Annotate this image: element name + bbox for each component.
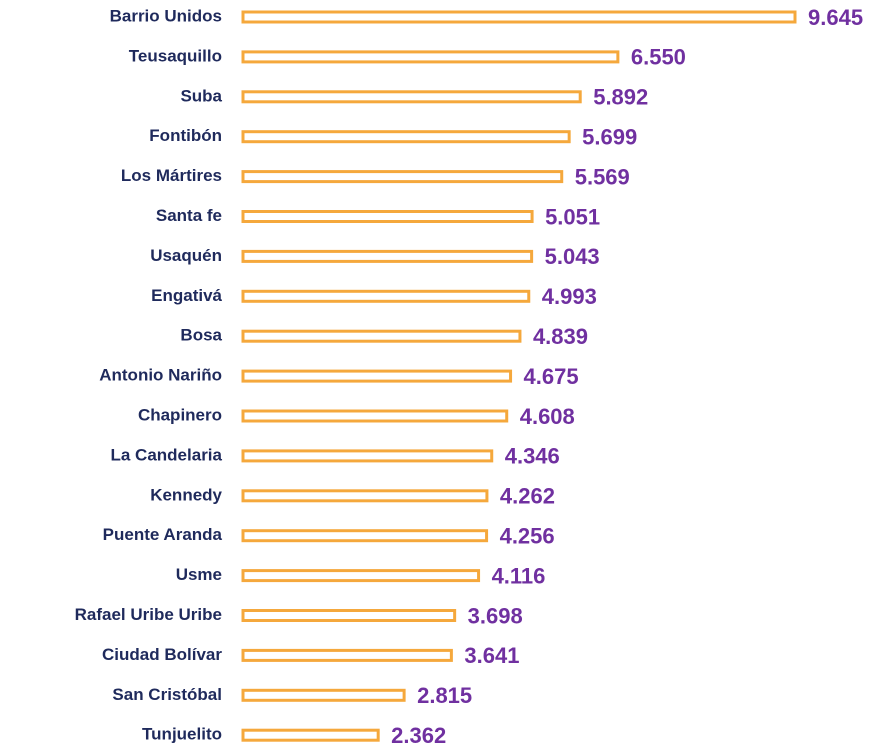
value-label: 4.993	[542, 284, 597, 309]
bar	[241, 728, 380, 742]
value-label: 2.815	[417, 683, 472, 708]
category-label: Rafael Uribe Uribe	[75, 605, 222, 624]
bar	[241, 170, 564, 184]
value-label: 5.569	[575, 164, 630, 189]
category-label: Santa fe	[156, 206, 222, 225]
value-label: 3.641	[464, 643, 519, 668]
bar	[241, 289, 531, 303]
category-label: Ciudad Bolívar	[102, 645, 222, 664]
bar	[241, 90, 582, 104]
bar	[241, 210, 534, 223]
bar	[241, 688, 406, 702]
value-label: 5.699	[582, 125, 637, 150]
value-label: 4.608	[520, 404, 575, 429]
bar	[241, 609, 457, 622]
value-label: 4.675	[524, 364, 579, 389]
value-label: 4.262	[500, 484, 555, 509]
category-label: Puente Aranda	[103, 525, 223, 544]
bar	[241, 648, 453, 662]
category-label: Los Mártires	[121, 166, 222, 185]
value-label: 2.362	[391, 723, 446, 748]
category-label: La Candelaria	[111, 445, 223, 464]
category-label: Fontibón	[149, 126, 222, 145]
category-label: Usaquén	[150, 246, 222, 265]
value-label: 6.550	[631, 45, 686, 70]
value-label: 4.839	[533, 324, 588, 349]
category-label: Kennedy	[150, 485, 222, 504]
value-label: 4.116	[492, 563, 546, 588]
category-label: Suba	[180, 86, 222, 105]
bar	[241, 369, 513, 383]
value-label: 4.256	[500, 524, 555, 549]
category-label: Engativá	[151, 286, 222, 305]
category-label: Chapinero	[138, 405, 222, 424]
bar	[241, 409, 509, 423]
category-label: San Cristóbal	[112, 685, 222, 704]
value-label: 5.043	[545, 244, 600, 269]
bar	[241, 529, 489, 543]
value-label: 9.645	[808, 5, 863, 30]
category-label: Usme	[176, 565, 222, 584]
value-label: 5.892	[593, 85, 648, 110]
category-label: Barrio Unidos	[110, 6, 222, 25]
bar	[241, 489, 489, 503]
category-label: Teusaquillo	[129, 46, 222, 65]
value-label: 3.698	[468, 603, 523, 628]
bar	[241, 10, 797, 24]
bar	[241, 249, 534, 263]
bar	[241, 130, 571, 144]
bar	[241, 329, 522, 343]
value-label: 5.051	[545, 204, 600, 229]
category-label: Antonio Nariño	[99, 366, 222, 385]
bar	[241, 50, 620, 64]
category-label: Tunjuelito	[142, 725, 222, 744]
bar	[241, 449, 494, 463]
value-label: 4.346	[505, 444, 560, 469]
bar	[241, 569, 481, 583]
category-label: Bosa	[180, 326, 222, 345]
